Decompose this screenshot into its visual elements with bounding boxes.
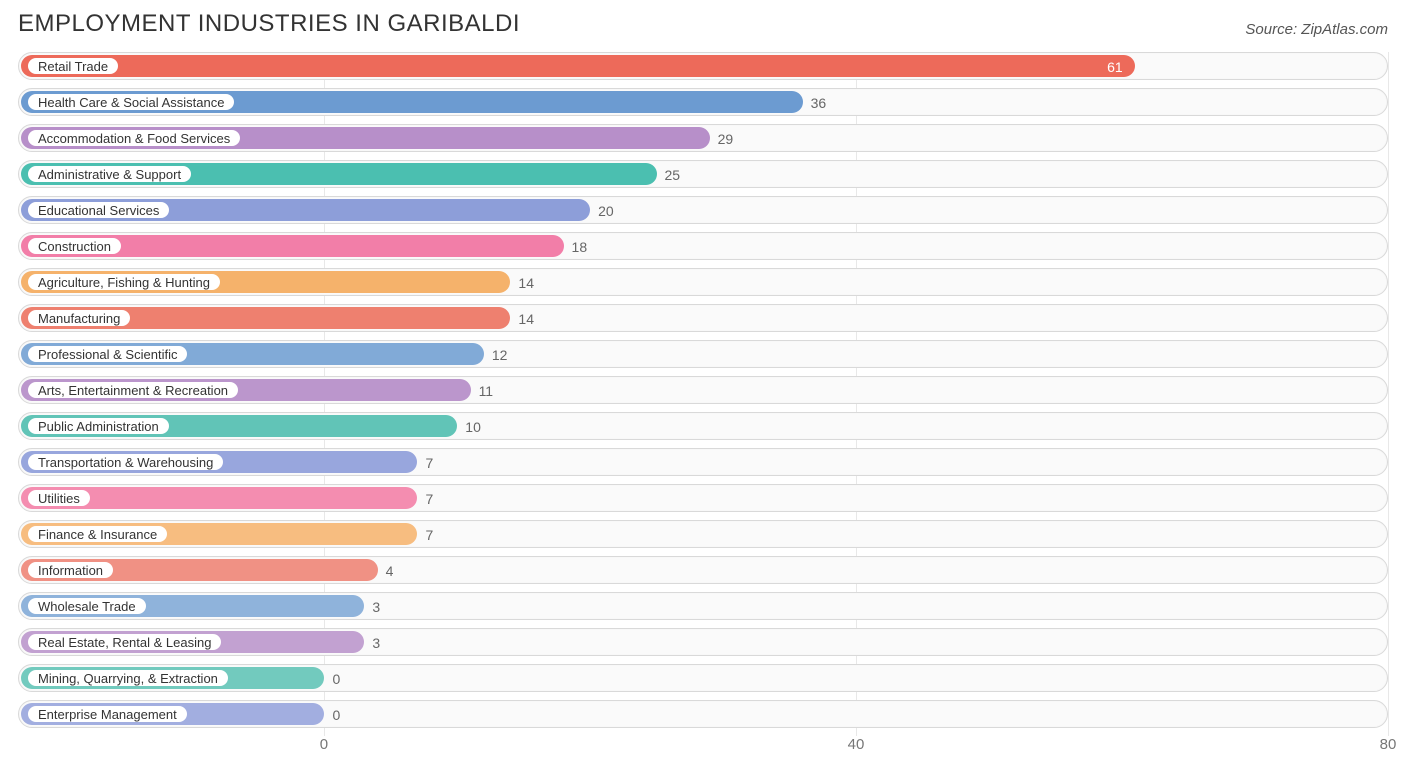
source-name: ZipAtlas.com bbox=[1301, 21, 1388, 38]
bar-row: Health Care & Social Assistance 36 bbox=[18, 88, 1388, 116]
bar-label: Public Administration bbox=[27, 417, 170, 435]
bar-label: Manufacturing bbox=[27, 309, 131, 327]
chart-area: Retail Trade 61 Health Care & Social Assis… bbox=[18, 52, 1388, 766]
bar-value: 61 bbox=[1107, 53, 1123, 81]
bar-value: 11 bbox=[479, 377, 494, 405]
bar-row: Retail Trade 61 bbox=[18, 52, 1388, 80]
bar-row: Arts, Entertainment & Recreation 11 bbox=[18, 376, 1388, 404]
source-prefix: Source: bbox=[1245, 21, 1301, 38]
gridline bbox=[1388, 52, 1389, 736]
bar-label: Information bbox=[27, 561, 114, 579]
bar-label: Enterprise Management bbox=[27, 705, 188, 723]
bar-row: Professional & Scientific 12 bbox=[18, 340, 1388, 368]
bar-label: Transportation & Warehousing bbox=[27, 453, 224, 471]
bar-label: Accommodation & Food Services bbox=[27, 129, 241, 147]
bar-value: 12 bbox=[492, 341, 508, 369]
bar-value: 14 bbox=[518, 305, 534, 333]
bar-row: Accommodation & Food Services 29 bbox=[18, 124, 1388, 152]
bar-label: Administrative & Support bbox=[27, 165, 192, 183]
bar-label: Utilities bbox=[27, 489, 91, 507]
bar-label: Mining, Quarrying, & Extraction bbox=[27, 669, 229, 687]
bar-value: 25 bbox=[665, 161, 681, 189]
chart-title: EMPLOYMENT INDUSTRIES IN GARIBALDI bbox=[18, 10, 520, 38]
bar-value: 3 bbox=[372, 629, 380, 657]
bar-label: Health Care & Social Assistance bbox=[27, 93, 235, 111]
bar-row: Information 4 bbox=[18, 556, 1388, 584]
bar-label: Retail Trade bbox=[27, 57, 119, 75]
bar-value: 4 bbox=[386, 557, 394, 585]
bar-label: Construction bbox=[27, 237, 122, 255]
bar-value: 36 bbox=[811, 89, 827, 117]
bar-row: Construction 18 bbox=[18, 232, 1388, 260]
bar-value: 7 bbox=[425, 485, 433, 513]
chart-header: EMPLOYMENT INDUSTRIES IN GARIBALDI Sourc… bbox=[18, 10, 1388, 38]
bar-row: Administrative & Support 25 bbox=[18, 160, 1388, 188]
bar-row: Public Administration 10 bbox=[18, 412, 1388, 440]
bar-value: 3 bbox=[372, 593, 380, 621]
axis-tick: 40 bbox=[848, 736, 865, 753]
bar-value: 0 bbox=[332, 701, 340, 729]
bars-container: Retail Trade 61 Health Care & Social Assis… bbox=[18, 52, 1388, 728]
bar-value: 14 bbox=[518, 269, 534, 297]
bar-value: 7 bbox=[425, 449, 433, 477]
bar-row: Mining, Quarrying, & Extraction 0 bbox=[18, 664, 1388, 692]
x-axis: 04080 bbox=[18, 736, 1388, 766]
bar-row: Transportation & Warehousing 7 bbox=[18, 448, 1388, 476]
bar-row: Finance & Insurance 7 bbox=[18, 520, 1388, 548]
bar-value: 10 bbox=[465, 413, 481, 441]
bar-label: Wholesale Trade bbox=[27, 597, 147, 615]
chart-source: Source: ZipAtlas.com bbox=[1245, 21, 1388, 38]
axis-tick: 80 bbox=[1380, 736, 1397, 753]
bar-row: Manufacturing 14 bbox=[18, 304, 1388, 332]
bar-value: 7 bbox=[425, 521, 433, 549]
bar-value: 29 bbox=[718, 125, 734, 153]
bar-label: Professional & Scientific bbox=[27, 345, 188, 363]
bar-row: Wholesale Trade 3 bbox=[18, 592, 1388, 620]
bar-row: Educational Services 20 bbox=[18, 196, 1388, 224]
bar-label: Arts, Entertainment & Recreation bbox=[27, 381, 239, 399]
bar-label: Agriculture, Fishing & Hunting bbox=[27, 273, 221, 291]
bar-label: Educational Services bbox=[27, 201, 170, 219]
axis-tick: 0 bbox=[320, 736, 328, 753]
bar-value: 0 bbox=[332, 665, 340, 693]
bar-value: 20 bbox=[598, 197, 614, 225]
bar-row: Real Estate, Rental & Leasing 3 bbox=[18, 628, 1388, 656]
bar-label: Real Estate, Rental & Leasing bbox=[27, 633, 222, 651]
bar-fill bbox=[21, 55, 1135, 77]
bar-row: Enterprise Management 0 bbox=[18, 700, 1388, 728]
bar-row: Utilities 7 bbox=[18, 484, 1388, 512]
bar-label: Finance & Insurance bbox=[27, 525, 168, 543]
bar-value: 18 bbox=[572, 233, 588, 261]
bar-row: Agriculture, Fishing & Hunting 14 bbox=[18, 268, 1388, 296]
